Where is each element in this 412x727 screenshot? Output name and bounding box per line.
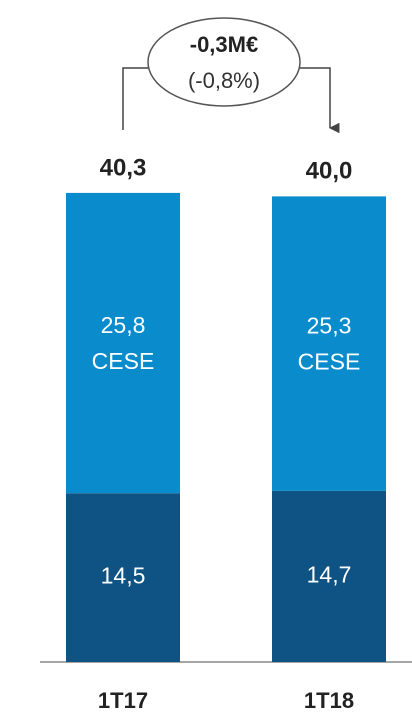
x-tick-label: 1T17 [98, 688, 148, 713]
bracket-right [298, 67, 340, 134]
value-label: 25,3 [307, 313, 352, 339]
bar-segment [66, 493, 180, 662]
percent-label: (-0,8%) [188, 68, 260, 93]
change-label: -0,3M€ [190, 32, 258, 57]
bar-segment [272, 196, 386, 491]
change-bubble [147, 17, 301, 107]
total-label: 40,3 [100, 154, 147, 181]
total-label: 40,0 [306, 158, 353, 185]
series-label: CESE [298, 349, 361, 375]
bar-segment [66, 192, 180, 494]
value-label: 14,7 [307, 562, 352, 588]
bracket-left [122, 67, 150, 130]
value-label: 25,8 [101, 312, 146, 338]
series-label: CESE [92, 348, 155, 374]
bar-segment [272, 490, 386, 662]
x-tick-label: 1T18 [304, 688, 354, 713]
value-label: 14,5 [101, 563, 146, 589]
